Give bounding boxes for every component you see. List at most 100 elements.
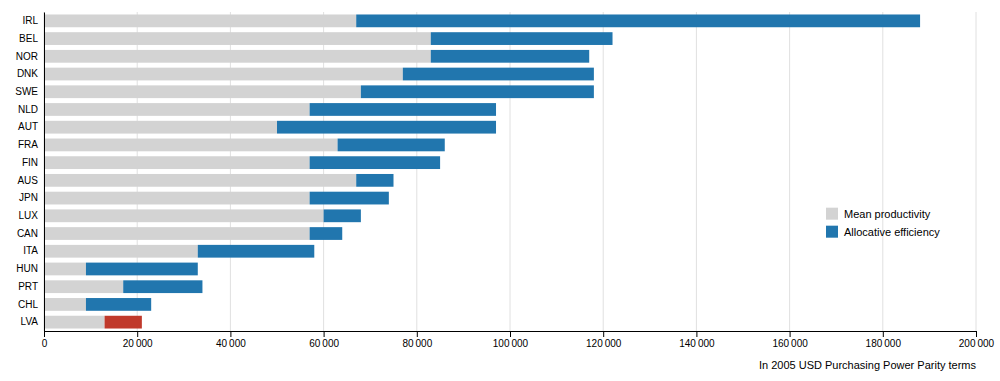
bar xyxy=(44,227,310,240)
bar xyxy=(86,263,198,276)
y-tick: FIN xyxy=(22,157,38,168)
bar xyxy=(105,316,142,329)
x-tick-mark xyxy=(883,331,884,337)
bar xyxy=(310,192,389,205)
y-tick-label: SWE xyxy=(15,86,38,97)
y-tick-label: HUN xyxy=(16,263,38,274)
bar xyxy=(338,139,445,152)
legend-swatch xyxy=(826,226,838,238)
bar xyxy=(44,245,198,258)
y-tick: PRT xyxy=(18,281,38,292)
bar xyxy=(123,280,202,293)
y-axis: IRLBELNORDNKSWENLDAUTFRAFINAUSJPNLUXCANI… xyxy=(15,13,44,332)
y-tick-label: AUS xyxy=(17,175,38,186)
bar xyxy=(198,245,315,258)
y-tick: DNK xyxy=(17,68,38,79)
bar xyxy=(310,103,496,116)
y-tick: AUS xyxy=(17,175,38,186)
legend: Mean productivity Allocative efficiency xyxy=(826,208,940,238)
y-tick-label: JPN xyxy=(19,192,38,203)
bar xyxy=(277,121,496,134)
bar xyxy=(310,227,343,240)
bar xyxy=(44,174,356,187)
y-tick: SWE xyxy=(15,86,38,97)
x-axis-line xyxy=(45,332,977,338)
chart: 020 00040 00060 00080 000100 000120 0001… xyxy=(0,0,1000,381)
legend-item: Allocative efficiency xyxy=(826,226,940,238)
bar xyxy=(86,298,151,311)
y-tick-label: LVA xyxy=(21,316,39,327)
y-tick: CAN xyxy=(17,228,38,239)
bar xyxy=(44,316,105,329)
y-axis-line xyxy=(44,13,45,332)
x-tick-label: 100 000 xyxy=(493,338,529,349)
x-tick-label: 180 000 xyxy=(866,338,902,349)
bar xyxy=(44,280,123,293)
x-tick-label: 200 000 xyxy=(959,338,995,349)
bar xyxy=(431,32,613,45)
x-tick: 40 000 xyxy=(216,331,246,349)
x-tick: 100 000 xyxy=(493,331,529,349)
x-tick: 80 000 xyxy=(402,331,432,349)
bars xyxy=(44,14,920,328)
y-tick-label: IRL xyxy=(22,15,38,26)
bar xyxy=(44,192,310,205)
y-tick-label: ITA xyxy=(23,245,38,256)
x-tick-label: 40 000 xyxy=(216,338,246,349)
x-tick: 200 000 xyxy=(959,331,995,349)
y-tick-label: CAN xyxy=(17,228,38,239)
bar xyxy=(310,156,440,169)
x-tick: 140 000 xyxy=(679,331,715,349)
grid-line xyxy=(789,12,790,331)
bar xyxy=(44,85,361,98)
x-tick-mark xyxy=(417,331,418,337)
bar xyxy=(44,121,277,134)
bar xyxy=(44,156,310,169)
legend-item: Mean productivity xyxy=(826,208,931,220)
bar xyxy=(324,209,361,222)
y-tick-label: DNK xyxy=(17,68,38,79)
y-tick: LVA xyxy=(21,316,39,327)
x-axis: 020 00040 00060 00080 000100 000120 0001… xyxy=(42,331,995,349)
x-tick-label: 60 000 xyxy=(309,338,339,349)
y-tick-label: NLD xyxy=(18,104,38,115)
bar xyxy=(44,32,431,45)
bar xyxy=(356,14,920,27)
x-tick: 160 000 xyxy=(772,331,808,349)
x-tick-mark xyxy=(976,331,977,337)
series xyxy=(86,14,920,328)
y-tick-label: BEL xyxy=(19,33,38,44)
bar xyxy=(44,103,310,116)
x-tick: 120 000 xyxy=(586,331,622,349)
bar xyxy=(356,174,393,187)
grid-line xyxy=(44,12,45,331)
y-tick-label: FIN xyxy=(22,157,38,168)
x-tick-label: 160 000 xyxy=(772,338,808,349)
plot: 020 00040 00060 00080 000100 000120 0001… xyxy=(15,12,994,371)
y-tick-label: FRA xyxy=(18,139,38,150)
y-tick: FRA xyxy=(18,139,38,150)
x-tick-mark xyxy=(324,331,325,337)
y-tick-label: CHL xyxy=(18,299,38,310)
y-tick: ITA xyxy=(23,245,38,256)
x-tick-label: 80 000 xyxy=(402,338,432,349)
y-tick: CHL xyxy=(18,299,38,310)
bar xyxy=(44,50,431,63)
bar xyxy=(44,263,86,276)
bar xyxy=(44,298,86,311)
y-tick: HUN xyxy=(16,263,38,274)
grid-line xyxy=(696,12,697,331)
series xyxy=(44,14,431,328)
bar xyxy=(44,209,324,222)
x-tick-mark xyxy=(603,331,604,337)
y-tick: IRL xyxy=(22,15,38,26)
y-tick-label: NOR xyxy=(16,51,38,62)
bar xyxy=(431,50,589,63)
bar xyxy=(44,14,356,27)
x-tick-mark xyxy=(696,331,697,337)
y-tick: AUT xyxy=(18,121,38,132)
legend-label: Allocative efficiency xyxy=(844,226,940,238)
x-tick-label: 140 000 xyxy=(679,338,715,349)
y-tick: BEL xyxy=(19,33,38,44)
x-axis-label: In 2005 USD Purchasing Power Parity term… xyxy=(759,359,977,371)
